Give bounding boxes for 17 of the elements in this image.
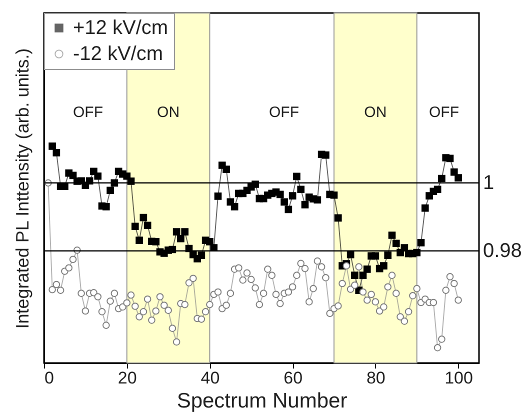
band-label: ON bbox=[364, 104, 387, 121]
legend-label: +12 kV/cm bbox=[73, 17, 168, 39]
y-axis-title: Integrated PL Inttensity (arb. units.) bbox=[12, 48, 32, 329]
x-tick-label: 60 bbox=[284, 368, 303, 388]
ref-line-label: 1 bbox=[483, 172, 494, 194]
band-label: ON bbox=[157, 104, 180, 121]
x-tick-label: 40 bbox=[200, 368, 220, 388]
ref-line-label: 0.98 bbox=[483, 240, 522, 262]
annotation: OFF bbox=[73, 104, 103, 121]
x-tick-label: 20 bbox=[118, 368, 137, 388]
x-axis-title: Spectrum Number bbox=[176, 390, 348, 412]
x-tick-label: 100 bbox=[444, 368, 473, 388]
legend-label: -12 kV/cm bbox=[73, 43, 164, 65]
x-tick-label: 80 bbox=[366, 368, 386, 388]
annotation: OFF bbox=[429, 104, 459, 121]
annotation: OFF bbox=[269, 104, 299, 121]
x-tick-label: 0 bbox=[44, 368, 54, 388]
